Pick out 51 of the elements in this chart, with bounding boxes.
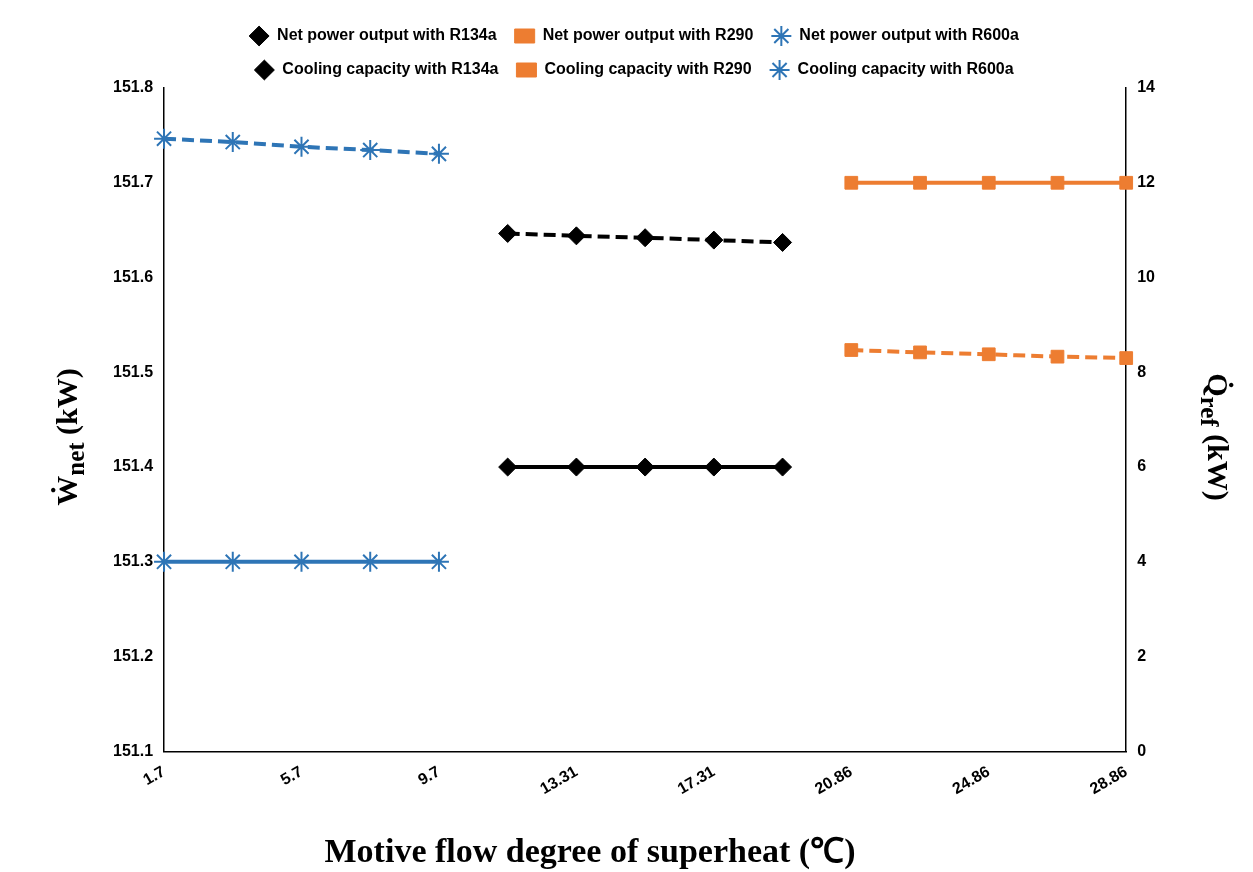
point [913,175,927,190]
point [566,226,586,246]
y-tick-label: 151.3 [112,552,154,570]
y-tick-label: 151.2 [112,646,154,664]
point [635,457,655,477]
point [844,343,859,357]
point [773,457,793,477]
point [1050,349,1065,364]
legend-label: Net power output with R134a [277,26,497,44]
y2-tick-label: 2 [1137,646,1147,664]
y2-tick-label: 14 [1137,78,1156,96]
y2-tick-label: 4 [1137,552,1147,570]
point [981,347,996,362]
y-tick-label: 151.1 [112,741,154,759]
legend-label: Cooling capacity with R134a [282,60,499,78]
point [844,175,859,190]
point [153,127,176,150]
y2-tick-label: 10 [1137,267,1156,285]
y-tick-label: 151.5 [112,362,154,380]
x-axis-title: Motive flow degree of superheat (℃) [323,831,857,871]
y2-tick-label: 12 [1137,173,1156,191]
x-tick-label: 1.7 [139,762,168,789]
legend-label: Net power output with R600a [799,26,1020,44]
point [290,550,313,573]
y-tick-label: 151.4 [112,457,154,475]
x-tick-label: 5.7 [277,762,306,789]
x-tick-label: 9.7 [414,762,443,789]
point [773,232,793,252]
y2-tick-label: 8 [1137,362,1147,380]
legend-label: Net power output with R290 [542,26,754,44]
point [290,135,313,158]
y2-tick-label: 0 [1137,741,1147,759]
y-tick-label: 151.8 [112,78,154,96]
point [498,457,518,477]
point [427,142,450,165]
point [913,345,927,360]
y-tick-label: 151.6 [112,267,154,285]
legend-label: Cooling capacity with R290 [544,60,752,78]
point [498,223,518,243]
point [1119,175,1134,190]
legend-label: Cooling capacity with R600a [797,60,1014,78]
point [635,228,655,248]
point [359,139,382,162]
point [566,457,586,477]
point [704,457,724,477]
y2-tick-label: 6 [1137,457,1147,475]
point [981,175,996,190]
y-tick-label: 151.7 [112,173,154,191]
point [704,230,724,250]
point [1119,351,1134,365]
point [1050,175,1065,190]
